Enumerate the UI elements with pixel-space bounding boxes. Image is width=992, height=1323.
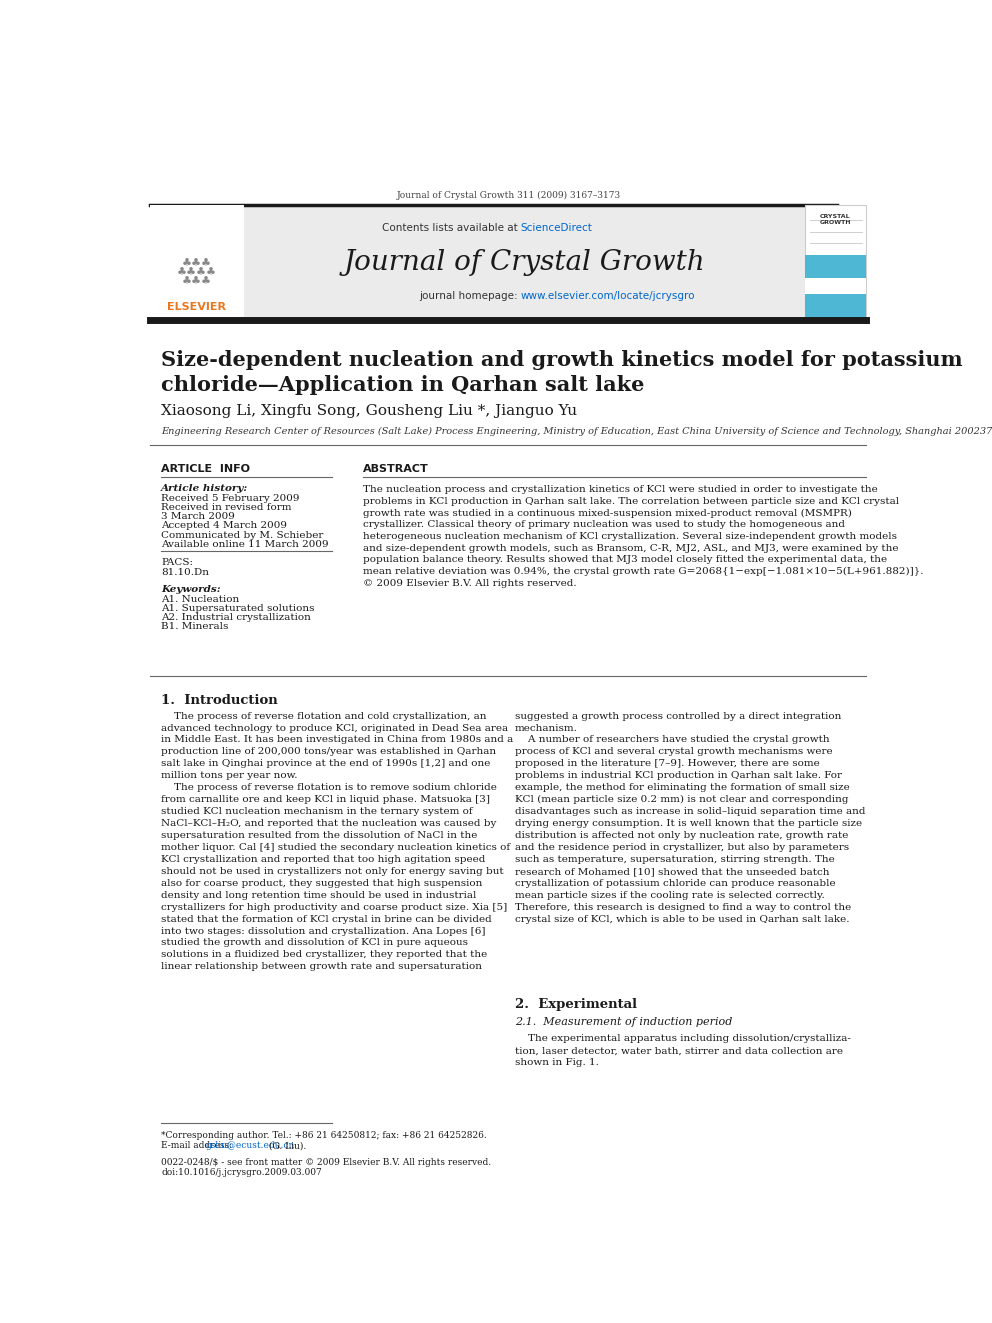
Bar (151, 205, 806, 318)
Text: Received in revised form: Received in revised form (161, 503, 292, 512)
Text: Article history:: Article history: (161, 484, 248, 492)
Text: 3 March 2009: 3 March 2009 (161, 512, 235, 521)
Text: Accepted 4 March 2009: Accepted 4 March 2009 (161, 521, 288, 531)
Text: Keywords:: Keywords: (161, 585, 221, 594)
Text: CRYSTAL: CRYSTAL (820, 214, 851, 220)
Text: www.elsevier.com/locate/jcrysgro: www.elsevier.com/locate/jcrysgro (521, 291, 695, 300)
Text: Available online 11 March 2009: Available online 11 March 2009 (161, 540, 328, 549)
Text: PACS:: PACS: (161, 558, 193, 568)
Text: Journal of Crystal Growth 311 (2009) 3167–3173: Journal of Crystal Growth 311 (2009) 316… (397, 191, 620, 200)
Text: Xiaosong Li, Xingfu Song, Gousheng Liu *, Jianguo Yu: Xiaosong Li, Xingfu Song, Gousheng Liu *… (161, 404, 577, 418)
Bar (806, 278, 866, 294)
Text: E-mail address:: E-mail address: (161, 1142, 235, 1150)
Text: A1. Nucleation: A1. Nucleation (161, 594, 239, 603)
Text: The experimental apparatus including dissolution/crystalliza-
tion, laser detect: The experimental apparatus including dis… (515, 1035, 850, 1068)
Text: Engineering Research Center of Resources (Salt Lake) Process Engineering, Minist: Engineering Research Center of Resources… (161, 427, 992, 435)
Text: The process of reverse flotation and cold crystallization, an
advanced technolog: The process of reverse flotation and col… (161, 712, 514, 971)
Bar (151, 205, 244, 318)
Text: Contents lists available at: Contents lists available at (382, 224, 521, 233)
Text: ♣♣♣
♣♣♣♣
♣♣♣: ♣♣♣ ♣♣♣♣ ♣♣♣ (177, 258, 217, 287)
Text: 1.  Introduction: 1. Introduction (161, 693, 278, 706)
Text: *Corresponding author. Tel.: +86 21 64250812; fax: +86 21 64252826.: *Corresponding author. Tel.: +86 21 6425… (161, 1130, 487, 1139)
Text: ARTICLE  INFO: ARTICLE INFO (161, 463, 250, 474)
Bar (806, 205, 866, 318)
Text: Journal of Crystal Growth: Journal of Crystal Growth (344, 249, 705, 277)
Text: ABSTRACT: ABSTRACT (363, 463, 429, 474)
Text: 81.10.Dn: 81.10.Dn (161, 568, 209, 577)
Text: A2. Industrial crystallization: A2. Industrial crystallization (161, 613, 311, 622)
Bar (806, 255, 866, 278)
Text: doi:10.1016/j.jcrysgro.2009.03.007: doi:10.1016/j.jcrysgro.2009.03.007 (161, 1168, 322, 1177)
Text: (G. Liu).: (G. Liu). (266, 1142, 306, 1150)
Text: ELSEVIER: ELSEVIER (168, 303, 226, 312)
Text: ScienceDirect: ScienceDirect (521, 224, 592, 233)
Bar (806, 294, 866, 318)
Text: 2.1.  Measurement of induction period: 2.1. Measurement of induction period (515, 1017, 732, 1028)
Text: B1. Minerals: B1. Minerals (161, 622, 228, 631)
Text: journal homepage:: journal homepage: (419, 291, 521, 300)
Text: Size-dependent nucleation and growth kinetics model for potassium
chloride—Appli: Size-dependent nucleation and growth kin… (161, 349, 963, 396)
Text: gsliu@ecust.edu.cn: gsliu@ecust.edu.cn (205, 1142, 296, 1150)
Text: A1. Supersaturated solutions: A1. Supersaturated solutions (161, 603, 314, 613)
Text: GROWTH: GROWTH (819, 220, 851, 225)
Text: suggested a growth process controlled by a direct integration
mechanism.
    A n: suggested a growth process controlled by… (515, 712, 865, 923)
Text: 2.  Experimental: 2. Experimental (515, 998, 637, 1011)
Text: Received 5 February 2009: Received 5 February 2009 (161, 493, 300, 503)
Text: Communicated by M. Schieber: Communicated by M. Schieber (161, 531, 323, 540)
Text: 0022-0248/$ - see front matter © 2009 Elsevier B.V. All rights reserved.: 0022-0248/$ - see front matter © 2009 El… (161, 1158, 491, 1167)
Text: The nucleation process and crystallization kinetics of KCl were studied in order: The nucleation process and crystallizati… (363, 486, 924, 587)
